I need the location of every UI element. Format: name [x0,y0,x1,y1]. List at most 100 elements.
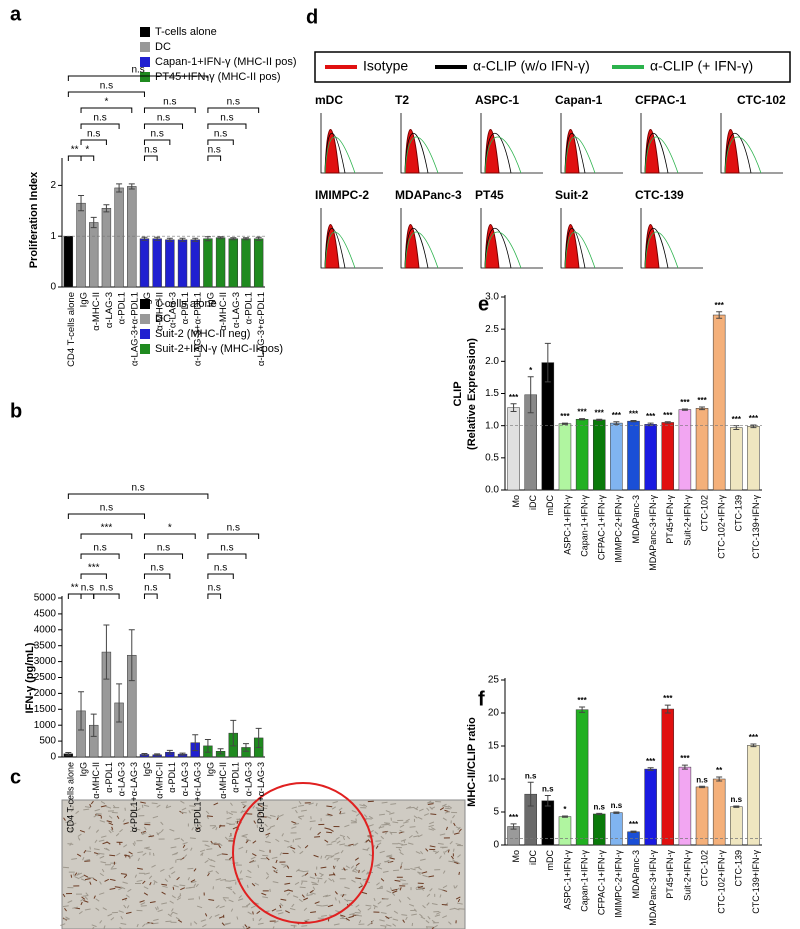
tissue-fiber [78,910,83,915]
clip-ifn-curve [324,231,356,269]
tissue-fiber [137,851,144,854]
error-bar [681,764,688,770]
tissue-fiber [142,852,147,856]
tissue-fiber [251,853,257,857]
tissue-fiber [359,882,363,886]
tissue-fiber [265,841,271,844]
tissue-fiber [445,826,448,831]
tissue-fiber [80,898,85,902]
tissue-fiber [407,842,414,845]
tissue-fiber [426,800,432,804]
tissue-fiber [393,869,400,872]
tissue-fiber [193,868,197,872]
tissue-fiber [218,915,225,919]
tissue-fiber [417,834,423,838]
tissue-fiber [389,812,395,815]
tissue-fiber [140,902,146,906]
error-bar [116,183,123,193]
tissue-fiber [334,852,340,855]
tissue-fiber [90,800,94,805]
tissue-fiber [100,805,107,808]
tissue-fiber [300,881,303,885]
clip-ifn-curve [484,231,522,269]
tissue-fiber [367,907,372,911]
significance-bracket [143,553,184,559]
tissue-fiber [179,884,186,887]
y-tick-label: 2.5 [485,324,499,335]
tissue-fiber [218,844,222,849]
significance-label: *** [663,411,673,420]
error-bar [65,752,72,756]
tissue-fiber [175,917,181,921]
significance-label: *** [663,694,673,703]
significance-bracket [143,593,158,599]
error-bar [179,752,186,756]
error-bar [544,342,551,383]
y-tick-label: 0 [50,752,56,763]
x-tick-label: CD4 T-cells alone [66,762,76,833]
tissue-fiber [376,887,383,890]
x-tick-label: mDC [545,850,555,871]
tissue-fiber [379,919,385,922]
tissue-fiber [120,886,126,890]
tissue-fiber [71,822,77,826]
tissue-fiber [238,895,243,899]
tissue-fiber [425,920,430,924]
error-bar [204,739,211,753]
tissue-fiber [299,850,304,855]
x-tick-label: CTC-139+IFN-γ [751,495,761,559]
error-bar [579,418,586,421]
tissue-fiber [375,845,379,849]
tissue-fiber [83,850,87,854]
tissue-fiber [358,919,362,924]
error-bar [255,236,262,241]
tissue-fiber [286,865,290,869]
tissue-fiber [167,913,172,917]
tissue-fiber [392,821,399,824]
tissue-fiber [114,886,121,889]
tissue-fiber [417,866,422,871]
tissue-fiber [171,895,176,899]
tissue-fiber [391,888,398,892]
tissue-fiber [247,911,252,915]
error-bar [141,236,148,241]
clip-ifn-curve [724,136,762,174]
tissue-fiber [198,823,203,828]
tissue-fiber [340,915,345,919]
tissue-fiber [422,905,426,909]
tissue-fiber [67,900,73,904]
tissue-fiber [122,881,128,884]
tissue-fiber [380,835,385,840]
tissue-fiber [324,839,329,843]
tissue-fiber [382,898,389,900]
tissue-fiber [361,891,368,895]
tissue-fiber [346,835,351,840]
x-tick-label: Capan-1+IFN-γ [579,850,589,912]
tissue-fiber [309,827,312,831]
significance-label: *** [680,754,690,763]
tissue-fiber [349,912,355,916]
tissue-fiber [426,902,430,906]
tissue-fiber [188,886,195,889]
error-bar [664,704,671,714]
tissue-fiber [79,829,86,833]
tissue-fiber [209,865,216,868]
tissue-fiber [326,855,333,857]
tissue-fiber [188,898,195,900]
tissue-fiber [290,924,297,927]
tissue-fiber [156,906,159,910]
x-tick-label: α-MHC-II [218,292,229,331]
tissue-fiber [428,824,434,828]
tissue-fiber [164,878,169,882]
bracket-label: n.s [87,129,100,140]
tissue-fiber [119,829,123,833]
bar [89,222,99,288]
tissue-fiber [417,816,423,820]
bracket-label: n.s [131,483,144,494]
tissue-fiber [441,846,448,849]
tissue-fiber [82,857,85,861]
tissue-fiber [439,807,445,811]
tissue-fiber [123,904,127,909]
tissue-fiber [400,879,406,882]
tissue-fiber [152,815,159,819]
